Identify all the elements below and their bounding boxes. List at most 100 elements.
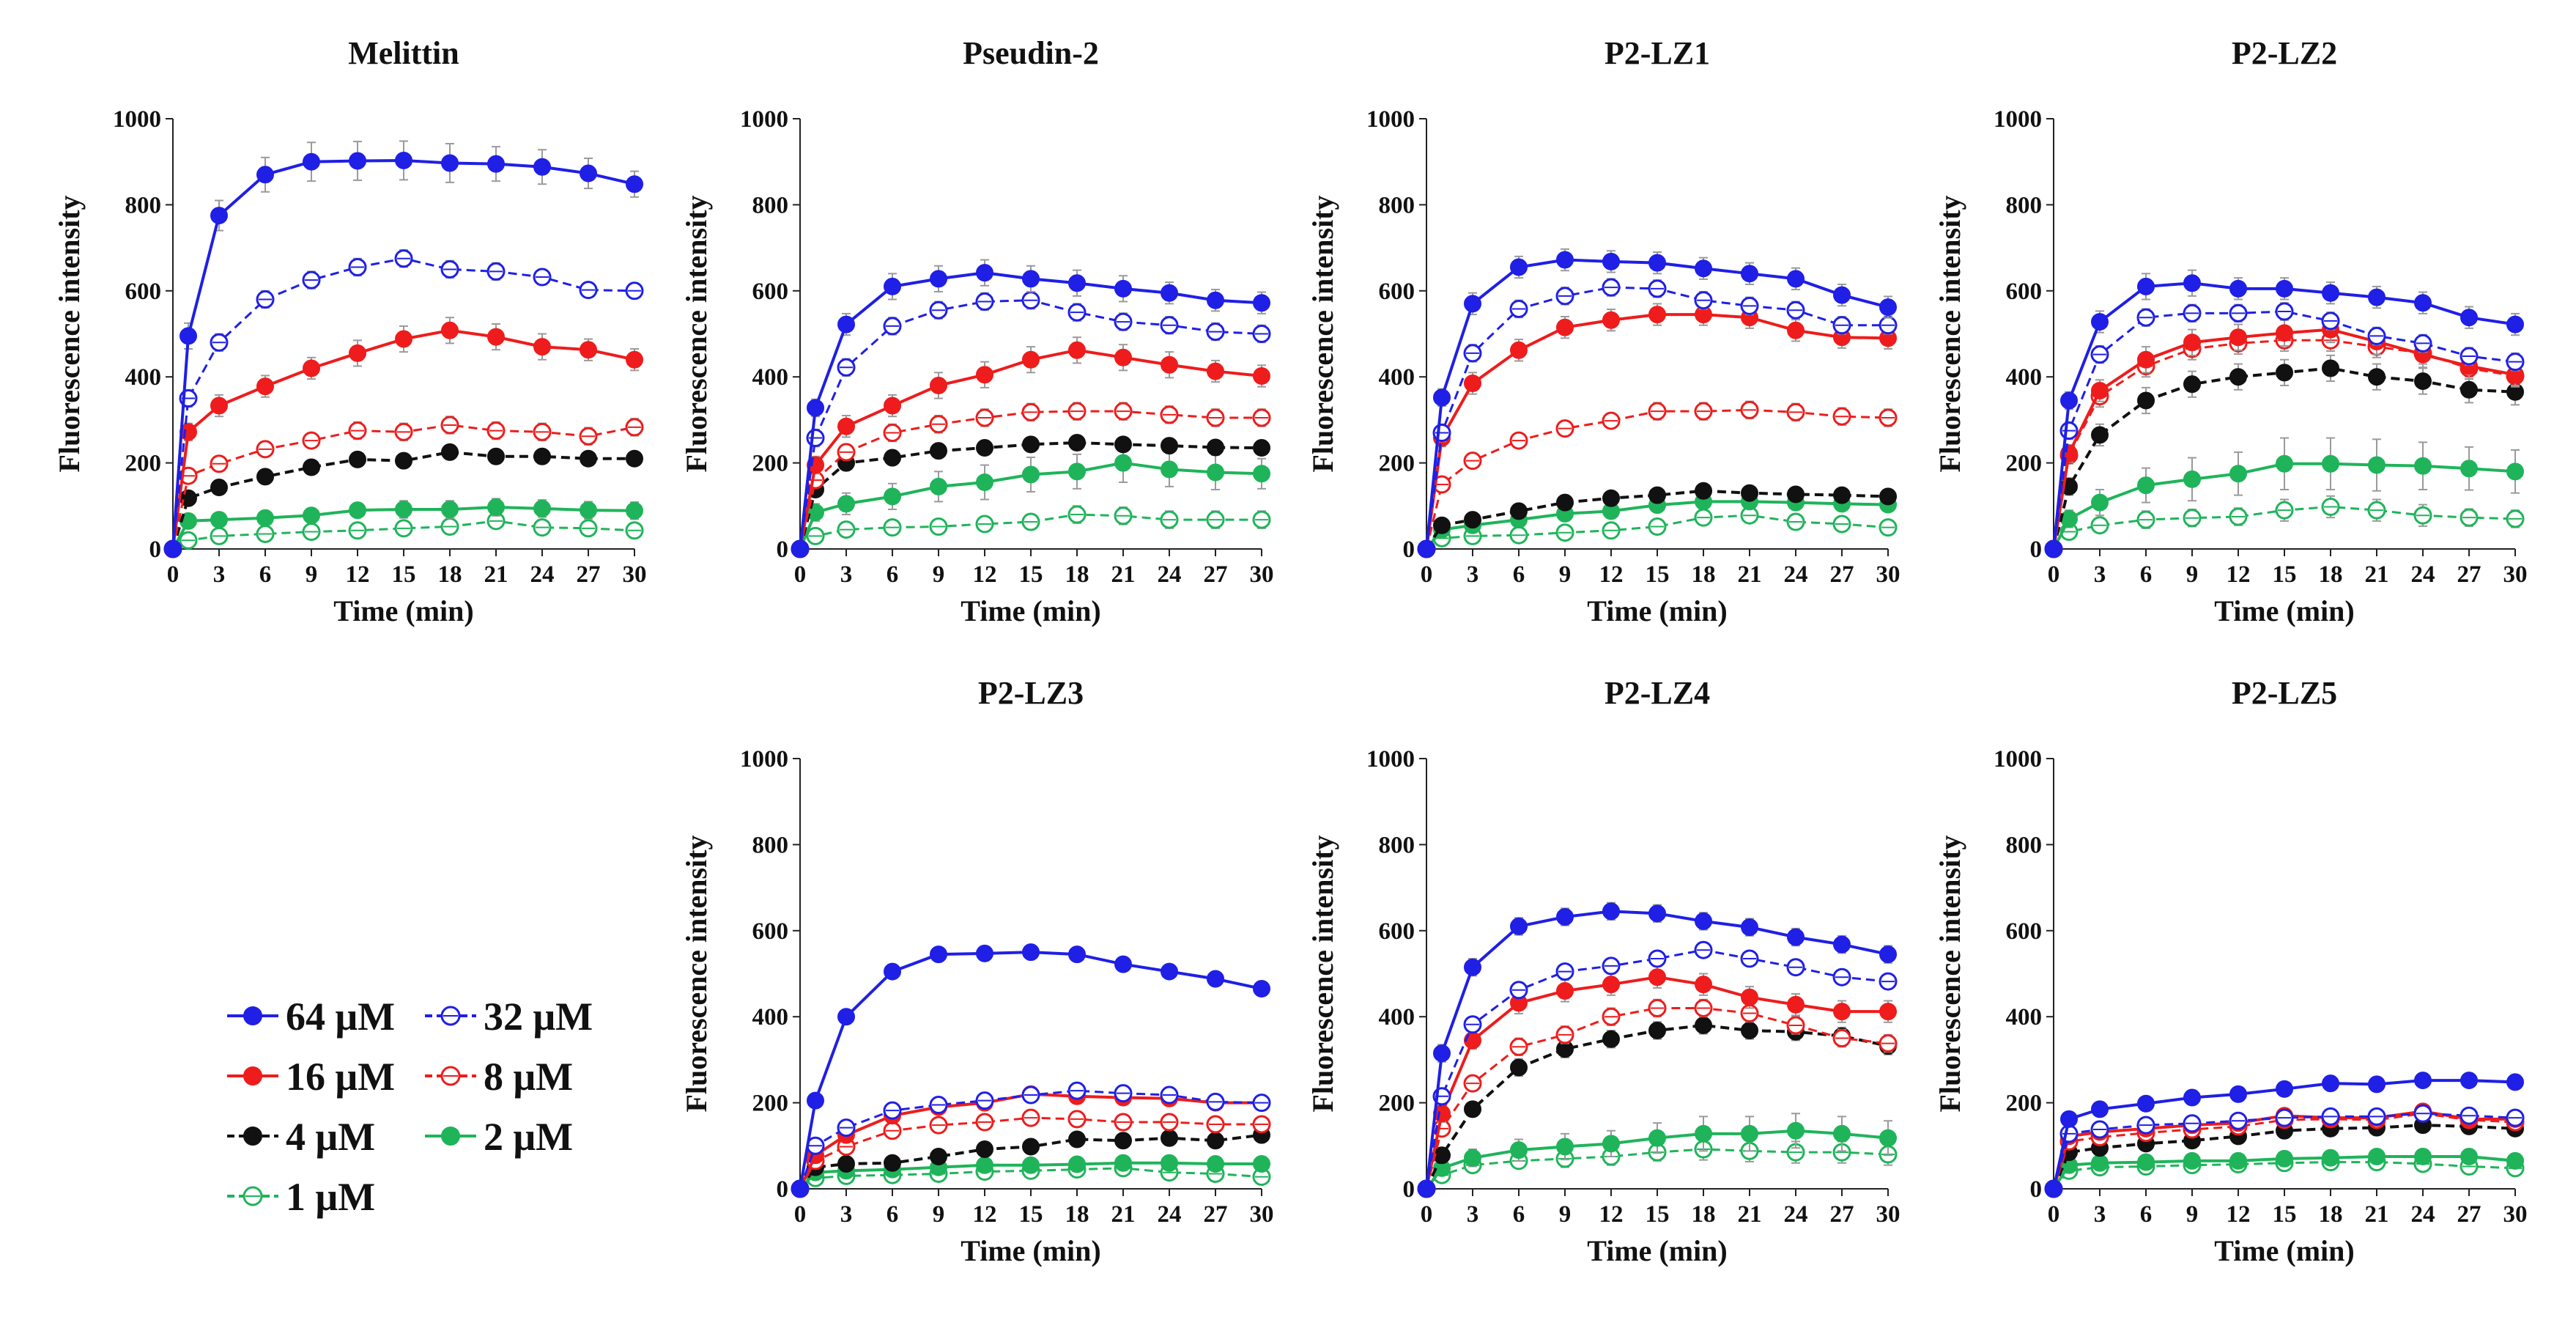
- data-point: [349, 344, 366, 362]
- data-point: [976, 366, 993, 384]
- data-point: [2276, 1149, 2293, 1168]
- data-point: [976, 264, 993, 282]
- data-point: [1114, 454, 1132, 472]
- x-tick-label: 9: [306, 561, 318, 588]
- x-tick-label: 6: [887, 561, 899, 588]
- y-tick-label: 400: [752, 364, 789, 391]
- data-point: [2045, 540, 2062, 558]
- x-tick-label: 3: [840, 561, 853, 588]
- data-point: [2091, 313, 2109, 331]
- x-tick-label: 12: [973, 561, 997, 588]
- data-point: [1464, 375, 1481, 393]
- x-tick-label: 9: [933, 1201, 945, 1228]
- y-tick-label: 800: [1379, 192, 1415, 218]
- x-tick-label: 12: [973, 1201, 997, 1228]
- data-point: [1022, 1138, 1040, 1156]
- x-tick-label: 18: [1692, 561, 1716, 588]
- y-tick-label: 400: [752, 1004, 789, 1030]
- data-point: [1114, 1154, 1132, 1172]
- data-point: [533, 338, 551, 356]
- data-point: [1464, 511, 1481, 529]
- x-tick-label: 30: [1250, 561, 1274, 588]
- x-tick-label: 3: [2094, 1201, 2106, 1228]
- y-tick-label: 400: [2006, 364, 2043, 391]
- x-tick-label: 0: [794, 1201, 807, 1228]
- x-tick-label: 6: [1513, 561, 1525, 588]
- data-point: [1207, 362, 1224, 380]
- x-tick-label: 27: [2457, 561, 2481, 588]
- data-point: [1068, 274, 1086, 292]
- data-point: [441, 443, 459, 461]
- x-tick-label: 12: [2227, 1201, 2251, 1228]
- legend-item: 16 μM: [227, 1055, 395, 1099]
- series-line: [171, 158, 635, 550]
- data-point: [976, 473, 993, 492]
- legend-label: 8 μM: [484, 1055, 573, 1099]
- x-axis-label: Time (min): [2214, 1234, 2354, 1267]
- data-point: [884, 449, 901, 467]
- data-point: [2414, 294, 2432, 312]
- data-point: [1161, 1154, 1178, 1172]
- data-point: [349, 450, 366, 468]
- data-point: [1068, 434, 1086, 452]
- data-point: [2091, 381, 2109, 399]
- data-point: [2368, 456, 2386, 474]
- data-point: [1253, 465, 1270, 483]
- data-point: [1556, 318, 1574, 336]
- y-tick-label: 1000: [1994, 106, 2042, 133]
- data-point: [1510, 502, 1528, 520]
- data-point: [626, 350, 643, 369]
- data-point: [533, 447, 551, 465]
- data-point: [580, 449, 597, 468]
- legend-item: 1 μM: [227, 1175, 375, 1219]
- y-tick-label: 600: [1379, 279, 1415, 305]
- data-point: [2460, 309, 2478, 327]
- x-tick-label: 6: [1513, 1201, 1525, 1228]
- data-point: [2137, 1094, 2155, 1113]
- data-point: [1068, 341, 1086, 359]
- legend-item: 2 μM: [425, 1115, 573, 1159]
- data-point: [1556, 908, 1574, 926]
- data-point: [1648, 254, 1666, 272]
- x-axis-label: Time (min): [961, 1234, 1100, 1267]
- data-point: [303, 458, 320, 476]
- data-point: [487, 498, 505, 517]
- panel-title: Pseudin-2: [963, 35, 1099, 71]
- series-1um: [2044, 495, 2525, 558]
- data-point: [1510, 917, 1528, 935]
- x-tick-label: 9: [1559, 561, 1572, 588]
- x-tick-label: 18: [1065, 561, 1089, 588]
- data-point: [2322, 1074, 2339, 1093]
- y-tick-label: 800: [1379, 832, 1415, 858]
- data-point: [1207, 970, 1224, 988]
- data-point: [1602, 489, 1620, 507]
- y-axis-label: Fluorescence intensity: [680, 195, 713, 472]
- y-axis-label: Fluorescence intensity: [1933, 835, 1966, 1112]
- y-tick-label: 200: [2006, 1091, 2043, 1117]
- y-tick-label: 800: [2006, 192, 2043, 218]
- data-point: [1464, 958, 1481, 976]
- data-point: [1207, 438, 1224, 457]
- y-tick-label: 1000: [1366, 746, 1415, 773]
- x-tick-label: 3: [213, 561, 226, 588]
- data-point: [2322, 359, 2339, 377]
- panel-title: Melittin: [348, 35, 459, 71]
- data-point: [164, 540, 182, 558]
- x-tick-label: 15: [2273, 561, 2297, 588]
- data-point: [1787, 1121, 1805, 1140]
- x-tick-label: 9: [2186, 561, 2199, 588]
- y-tick-label: 1000: [740, 746, 788, 773]
- data-point: [1556, 981, 1574, 1000]
- x-tick-label: 0: [2048, 1201, 2060, 1228]
- data-point: [580, 164, 597, 182]
- x-axis-label: Time (min): [961, 594, 1100, 627]
- legend: 64 μM 32 μM 16 μM 8 μM 4 μM 2 μM 1 μM: [227, 995, 593, 1219]
- data-point: [2045, 1180, 2062, 1198]
- data-point: [1602, 1135, 1620, 1153]
- x-tick-label: 30: [1876, 1201, 1900, 1228]
- data-point: [1879, 487, 1897, 506]
- data-point: [1556, 493, 1574, 512]
- data-point: [1464, 1100, 1481, 1118]
- data-point: [2229, 279, 2247, 298]
